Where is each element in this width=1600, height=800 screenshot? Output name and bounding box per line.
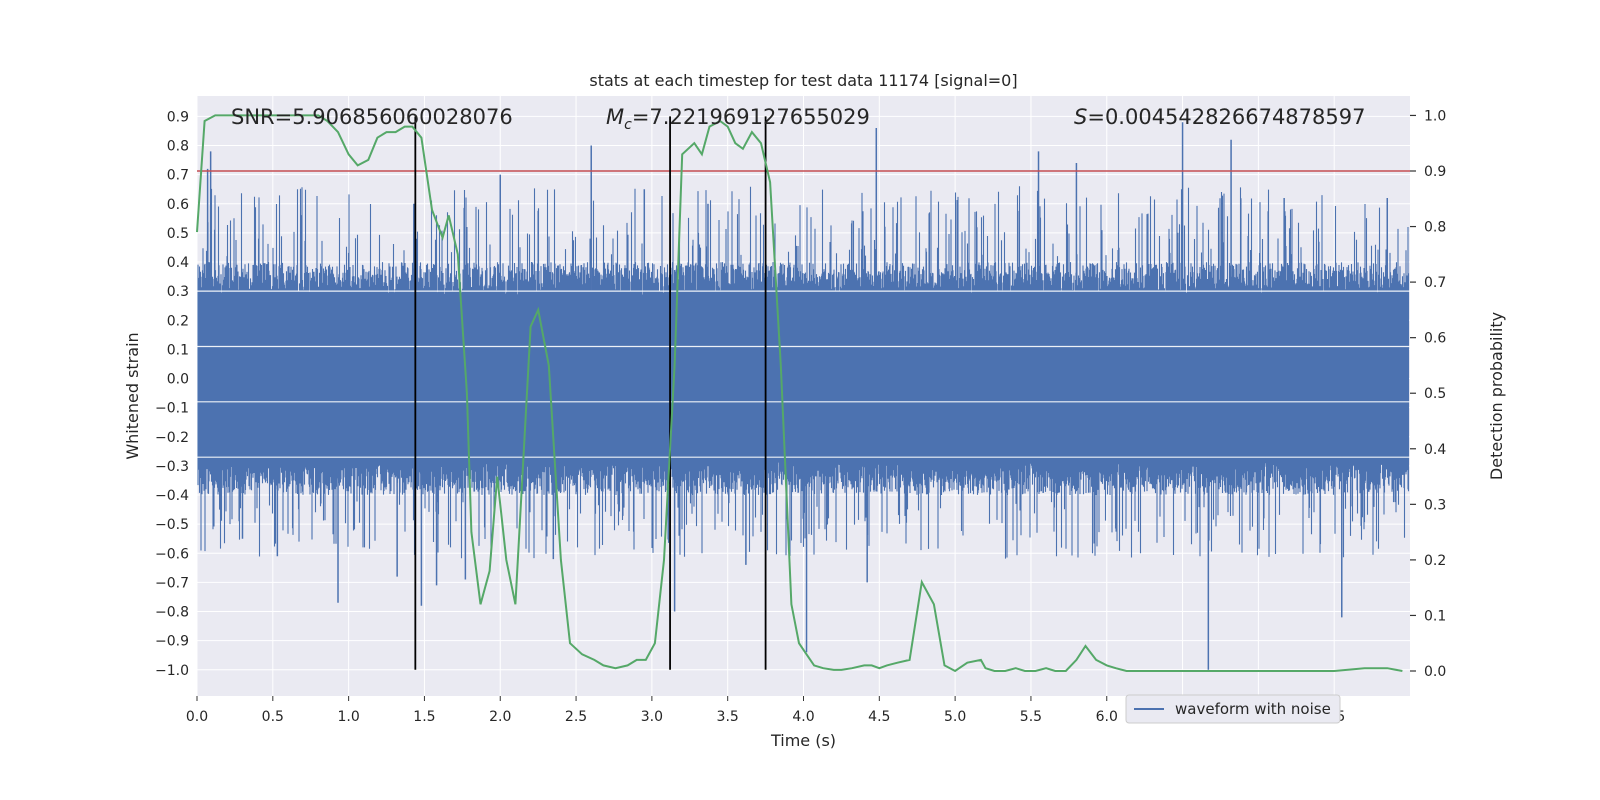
y-tick-label: −0.8 [155,605,189,621]
x-tick-label: 5.0 [944,709,966,725]
x-tick-label: 1.5 [413,709,435,725]
x-axis-label: Time (s) [770,731,836,750]
probability-line [196,114,1403,673]
y2-tick-label: 0.5 [1424,386,1446,402]
vertical-markers [414,116,767,670]
y-tick-label: −0.2 [155,430,189,446]
x-tick-label: 0.0 [186,709,208,725]
y-tick-label: −0.3 [155,459,189,475]
y-tick-label: −0.4 [155,488,189,504]
y2-tick-label: 0.8 [1424,220,1446,236]
snr-annotation: SNR=5.906856060028076 [231,105,513,129]
x-tick-label: 2.5 [565,709,587,725]
x-tick-label: 1.0 [337,709,359,725]
x-tick-label: 4.0 [792,709,814,725]
y-axis-label: Whitened strain [123,332,142,459]
chirp-mass-annotation: Mc=7.221969127655029 [606,105,870,133]
y2-tick-label: 0.3 [1424,497,1446,513]
waveform-series [197,122,1410,670]
mc-value: =7.221969127655029 [632,105,870,129]
x-tick-label: 3.0 [641,709,663,725]
s-symbol: S [1074,105,1087,129]
y2-tick-label: 0.0 [1424,664,1446,680]
waveform-noise [197,186,1410,559]
x-tick-label: 3.5 [717,709,739,725]
y-tick-label: −0.6 [155,546,189,562]
y-tick-label: −0.9 [155,634,189,650]
y-tick-label: −1.0 [155,663,189,679]
x-tick-label: 6.0 [1096,709,1118,725]
s-annotation: S=0.004542826674878597 [1074,105,1365,129]
y2-tick-label: 0.1 [1424,608,1446,624]
y-tick-label: 0.3 [167,284,189,300]
y-tick-label: −0.1 [155,401,189,417]
legend: waveform with noise [1125,694,1341,724]
y-tick-label: 0.1 [167,342,189,358]
y-tick-label: −0.5 [155,517,189,533]
y2-tick-label: 0.2 [1424,553,1446,569]
y-tick-label: 0.0 [167,372,189,388]
y-tick-label: 0.4 [167,255,189,271]
legend-box [1125,694,1341,724]
y-tick-label: 0.7 [167,168,189,184]
s-value: =0.004542826674878597 [1087,105,1365,129]
y2-tick-label: 0.4 [1424,442,1446,458]
mc-subscript: c [624,117,632,133]
x-tick-label: 5.5 [1020,709,1042,725]
y-tick-label: 0.9 [167,109,189,125]
x-tick-label: 0.5 [262,709,284,725]
y-tick-label: 0.5 [167,226,189,242]
y2-tick-label: 0.9 [1424,164,1446,180]
chart-title: stats at each timestep for test data 111… [589,71,1017,90]
y-tick-label: 0.6 [167,197,189,213]
mc-symbol: M [606,105,624,129]
legend-label-waveform: waveform with noise [1175,700,1331,718]
y2-tick-label: 0.6 [1424,331,1446,347]
probability-series [196,114,1403,673]
y-tick-label: 0.2 [167,313,189,329]
x-tick-label: 2.0 [489,709,511,725]
y2-axis-label: Detection probability [1487,312,1506,480]
y-tick-label: −0.7 [155,575,189,591]
y2-tick-label: 1.0 [1424,108,1446,124]
x-tick-label: 4.5 [868,709,890,725]
y2-tick-label: 0.7 [1424,275,1446,291]
y-tick-label: 0.8 [167,139,189,155]
